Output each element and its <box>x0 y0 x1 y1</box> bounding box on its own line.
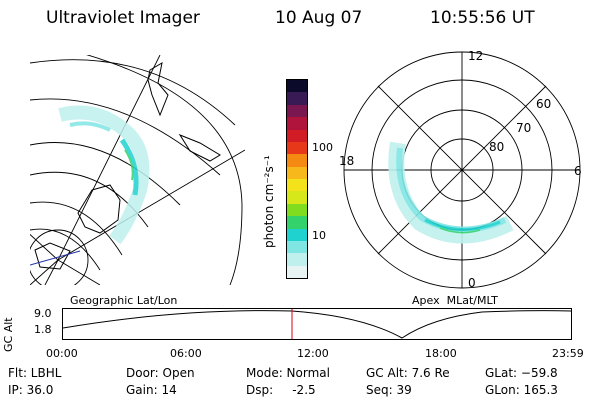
altitude-ylabel: GC Alt <box>2 317 15 352</box>
time-tick-2359: 23:59 <box>552 347 584 360</box>
altitude-ytick-max: 9.0 <box>34 307 52 320</box>
meridian <box>30 233 59 261</box>
lat-arc <box>30 142 181 206</box>
mode-status: Mode: Normal <box>246 366 330 380</box>
date-label: 10 Aug 07 <box>275 8 363 28</box>
color-scale-step <box>287 141 307 155</box>
color-scale-step <box>287 216 307 229</box>
aurora-oval-geo <box>58 105 150 245</box>
color-scale-bar <box>286 79 308 279</box>
mlt-label-18: 18 <box>340 154 354 168</box>
gc-alt-status: GC Alt: 7.6 Re <box>366 366 450 380</box>
altitude-plot <box>62 308 572 340</box>
lat-arc <box>30 228 101 271</box>
lat-arc <box>30 98 221 176</box>
mlt-label-12: 12 <box>468 49 483 63</box>
mlt-label-0: 0 <box>468 276 476 290</box>
mlat-label-80: 80 <box>489 140 504 154</box>
color-scale-step <box>287 117 307 130</box>
dsp-status: Dsp: -2.5 <box>246 383 316 397</box>
color-scale-step <box>287 129 307 142</box>
color-scale-step <box>287 154 307 167</box>
colorbar-tick-100: 100 <box>312 141 333 154</box>
mlat-label-60: 60 <box>536 97 551 111</box>
time-tick-0600: 06:00 <box>170 347 202 360</box>
terminator-line <box>30 250 81 266</box>
instrument-title: Ultraviolet Imager <box>46 8 200 28</box>
altitude-ytick-min: 1.8 <box>34 323 52 336</box>
lat-circle <box>30 229 89 285</box>
color-scale-step <box>287 80 307 93</box>
lat-arc <box>30 201 123 256</box>
polar-panel-label: Apex MLat/MLT <box>412 294 498 307</box>
geographic-map <box>30 55 245 285</box>
altitude-curve <box>62 310 572 339</box>
mlat-label-70: 70 <box>516 121 531 135</box>
time-tick-1800: 18:00 <box>425 347 457 360</box>
aurora-oval-polar <box>388 141 514 244</box>
colorbar-unit-label: photon cm⁻²s⁻¹ <box>262 155 276 248</box>
color-scale-step <box>287 240 307 254</box>
meridian <box>57 259 101 285</box>
frame-arc <box>85 55 243 285</box>
polar-plot: 12 6 0 18 60 70 80 <box>340 49 582 290</box>
meridian <box>44 259 59 285</box>
mlt-axis-diagonal <box>377 85 547 255</box>
time-label: 10:55:56 UT <box>430 8 535 28</box>
time-tick-1200: 12:00 <box>297 347 329 360</box>
glon-status: GLon: 165.3 <box>485 383 558 397</box>
ip-status: IP: 36.0 <box>8 383 54 397</box>
meridian <box>57 149 245 261</box>
meridian <box>57 55 161 261</box>
color-scale-step <box>287 228 307 241</box>
color-scale-step <box>287 92 307 105</box>
seq-status: Seq: 39 <box>366 383 412 397</box>
filter-status: Flt: LBHL <box>8 366 62 380</box>
door-status: Door: Open <box>126 366 195 380</box>
lat-arc <box>30 59 236 126</box>
color-scale-step <box>287 191 307 204</box>
meridian <box>30 259 59 285</box>
color-scale-step <box>287 166 307 179</box>
color-scale-step <box>287 179 307 192</box>
glat-status: GLat: −59.8 <box>485 366 558 380</box>
gain-status: Gain: 14 <box>126 383 177 397</box>
geo-panel-label: Geographic Lat/Lon <box>70 294 178 307</box>
color-scale-step <box>287 104 307 118</box>
color-scale-step <box>287 253 307 266</box>
color-scale-step <box>287 203 307 217</box>
color-scale-step <box>287 265 307 278</box>
mlt-label-6: 6 <box>574 164 582 178</box>
colorbar-tick-10: 10 <box>312 229 326 242</box>
coastline <box>34 62 221 270</box>
time-tick-0000: 00:00 <box>46 347 78 360</box>
